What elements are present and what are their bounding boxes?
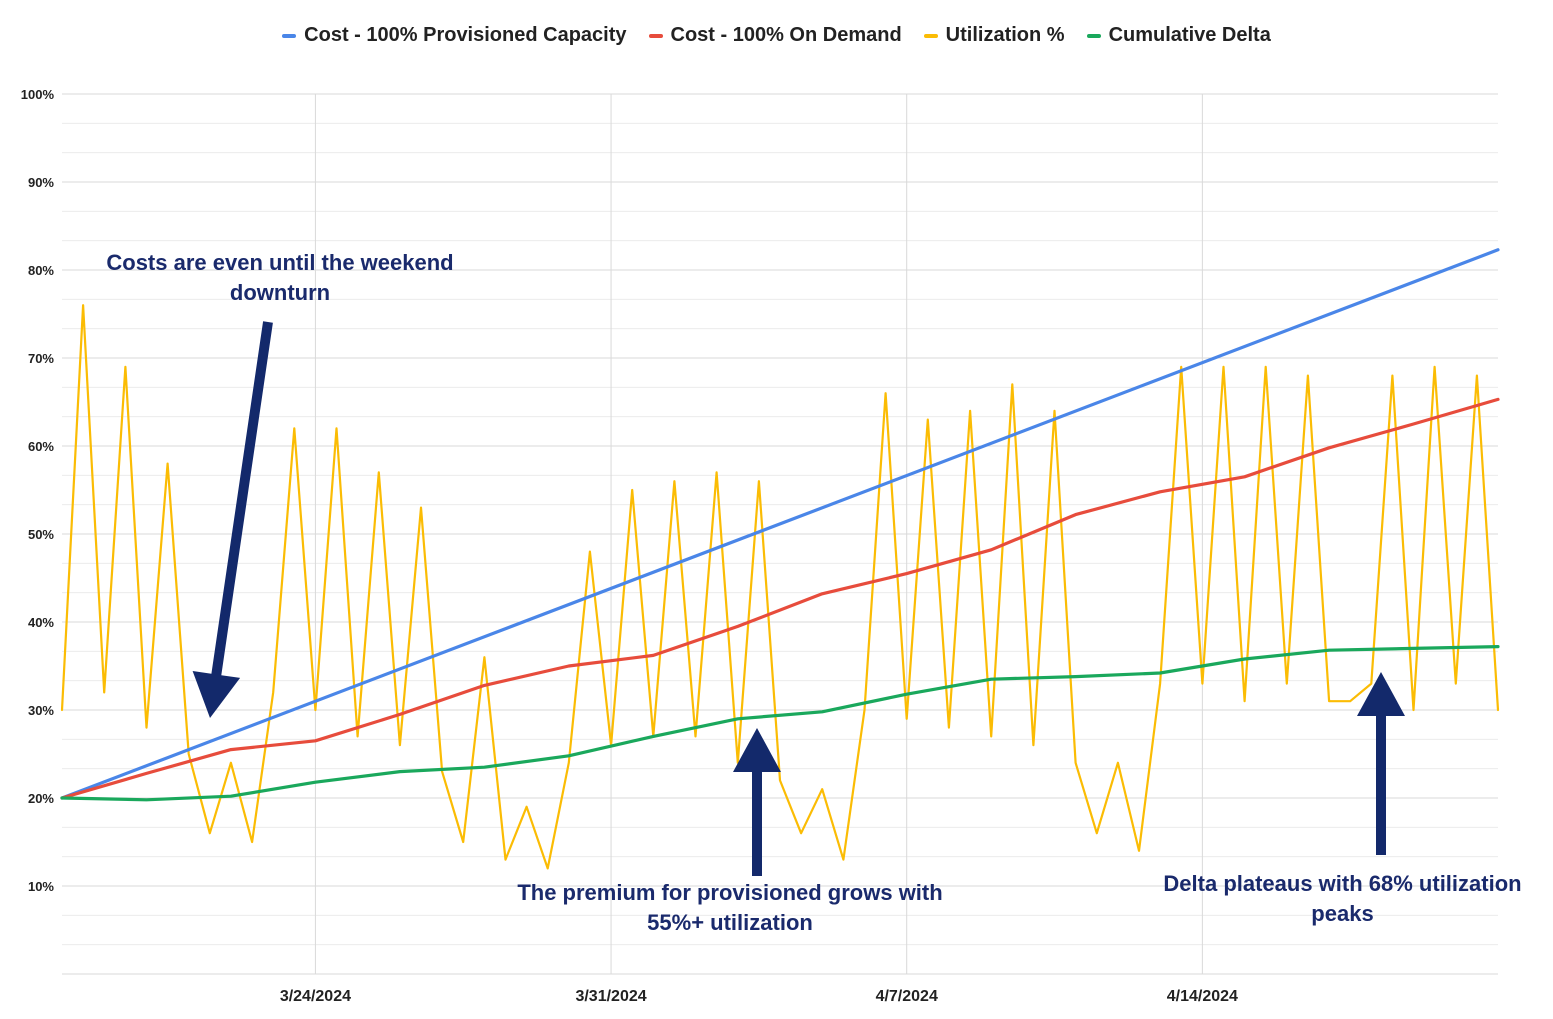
annotation-arrow-plateau (1357, 672, 1405, 855)
legend-label: Cumulative Delta (1108, 24, 1271, 46)
y-tick-label: 60% (28, 439, 54, 454)
x-tick-label: 3/31/2024 (575, 988, 646, 1005)
annotation-arrow-premium (733, 728, 781, 876)
y-tick-label: 30% (28, 703, 54, 718)
annotation-weekend: Costs are even until the weekend downtur… (106, 250, 454, 305)
legend-swatch (282, 33, 297, 38)
legend-label: Cost - 100% Provisioned Capacity (304, 24, 627, 46)
y-tick-label: 100% (21, 87, 55, 102)
y-tick-label: 10% (28, 879, 54, 894)
legend-label: Utilization % (945, 24, 1065, 46)
y-tick-label: 90% (28, 175, 54, 190)
gridlines (62, 93, 1498, 975)
series-line-cost-100-provisioned-capacity (60, 248, 1500, 800)
legend-item-cost-100-on-demand: Cost - 100% On Demand (648, 24, 902, 47)
series-line-cumulative-delta (60, 644, 1500, 802)
y-tick-label: 80% (28, 263, 54, 278)
legend-swatch (1086, 33, 1101, 38)
y-tick-label: 40% (28, 615, 54, 630)
legend-item-cost-100-provisioned-capacity: Cost - 100% Provisioned Capacity (282, 24, 627, 47)
legend-swatch (923, 33, 938, 38)
legend-swatch (648, 33, 663, 38)
annotation-plateau: Delta plateaus with 68% utilization peak… (1163, 871, 1522, 926)
annotation-premium: The premium for provisioned grows with 5… (517, 880, 943, 935)
y-tick-label: 20% (28, 791, 54, 806)
series-line-cost-100-on-demand (60, 397, 1500, 800)
y-tick-label: 50% (28, 527, 54, 542)
series-line-utilization (60, 304, 1500, 870)
x-tick-label: 3/24/2024 (280, 988, 351, 1005)
x-tick-label: 4/7/2024 (876, 988, 938, 1005)
legend-item-utilization: Utilization % (923, 24, 1065, 47)
annotation-arrow-weekend (192, 321, 273, 718)
legend-item-cumulative-delta: Cumulative Delta (1086, 24, 1271, 47)
x-tick-label: 4/14/2024 (1167, 988, 1238, 1005)
legend-label: Cost - 100% On Demand (670, 24, 902, 46)
chart-legend: Cost - 100% Provisioned Capacity Cost - 1… (0, 24, 1553, 47)
y-tick-label: 70% (28, 351, 54, 366)
